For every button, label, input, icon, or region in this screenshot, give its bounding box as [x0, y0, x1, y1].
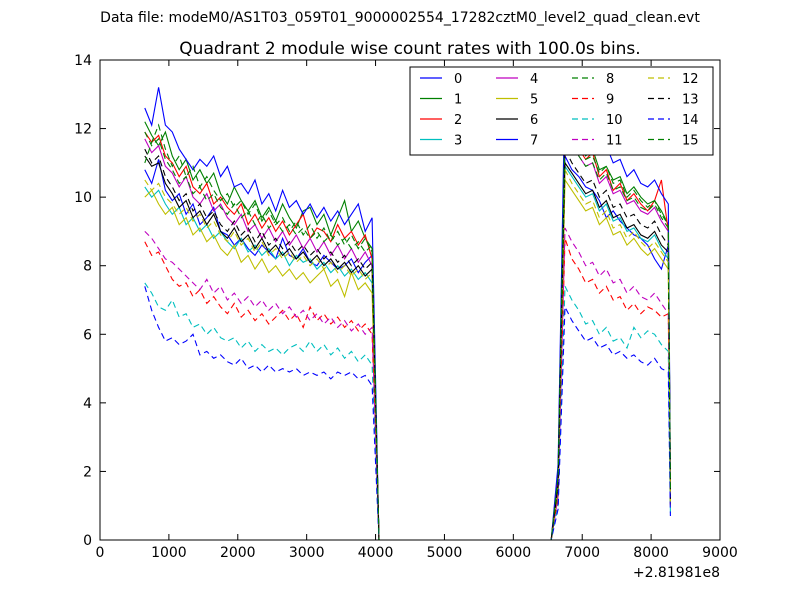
legend-entry-6: 6 — [496, 113, 538, 128]
x-tick-label: 2000 — [220, 545, 256, 561]
legend-entry-2: 2 — [420, 113, 462, 128]
x-offset-label: +2.81981e8 — [633, 565, 720, 581]
legend-label: 5 — [530, 93, 538, 108]
x-tick-label: 7000 — [564, 545, 600, 561]
y-tick-label: 6 — [83, 327, 92, 343]
x-tick-label: 1000 — [151, 545, 187, 561]
y-tick-label: 4 — [83, 396, 92, 412]
x-tick-label: 0 — [96, 545, 105, 561]
legend-entry-13: 13 — [648, 93, 699, 108]
series-line-14 — [144, 286, 671, 541]
legend-entry-10: 10 — [572, 113, 623, 128]
legend-entry-5: 5 — [496, 93, 538, 108]
y-tick-label: 10 — [74, 190, 92, 206]
legend-entry-9: 9 — [572, 93, 614, 108]
x-tick-label: 8000 — [633, 545, 669, 561]
y-tick-label: 8 — [83, 259, 92, 275]
legend-label: 7 — [530, 134, 538, 149]
series-line-8 — [144, 118, 671, 541]
x-tick-label: 9000 — [702, 545, 738, 561]
page-title: Data file: modeM0/AS1T03_059T01_90000025… — [100, 10, 700, 26]
y-tick-label: 0 — [83, 533, 92, 549]
x-tick-label: 3000 — [289, 545, 325, 561]
series-line-1 — [144, 111, 671, 541]
series-line-13 — [144, 148, 671, 541]
legend-label: 13 — [682, 93, 699, 108]
series-line-9 — [144, 238, 671, 541]
x-tick-label: 5000 — [427, 545, 463, 561]
legend-entry-11: 11 — [572, 134, 623, 149]
chart-title: Quadrant 2 module wise count rates with … — [179, 39, 640, 59]
x-tick-label: 4000 — [358, 545, 394, 561]
series-line-12 — [144, 169, 671, 541]
x-tick-label: 6000 — [496, 545, 532, 561]
legend-entry-7: 7 — [496, 134, 538, 149]
legend-entry-8: 8 — [572, 72, 614, 87]
legend-label: 14 — [682, 113, 699, 128]
legend-label: 10 — [606, 113, 623, 128]
y-tick-label: 2 — [83, 464, 92, 480]
series-line-10 — [144, 282, 671, 541]
legend-label: 6 — [530, 113, 538, 128]
legend-label: 9 — [606, 93, 614, 108]
legend-label: 3 — [454, 134, 462, 149]
series-line-11 — [144, 227, 671, 541]
legend-label: 4 — [530, 72, 538, 87]
plot-frame — [99, 59, 721, 541]
legend-entry-3: 3 — [420, 134, 462, 149]
series-line-15 — [144, 131, 671, 541]
legend-entry-14: 14 — [648, 113, 699, 128]
legend-entry-0: 0 — [420, 72, 462, 87]
legend-label: 0 — [454, 72, 462, 87]
y-tick-label: 14 — [74, 53, 92, 69]
legend-label: 1 — [454, 93, 462, 108]
legend-entry-15: 15 — [648, 134, 699, 149]
series-line-0 — [144, 155, 671, 541]
legend-entry-4: 4 — [496, 72, 538, 87]
axes-layer: 0 1000 2000 3000 4000 5000 6000 7000 8000 9000 0 2 4… — [74, 53, 738, 581]
legend-box — [409, 66, 714, 156]
legend-label: 11 — [606, 134, 623, 149]
legend-entry-12: 12 — [648, 72, 699, 87]
legend-label: 15 — [682, 134, 699, 149]
legend-label: 8 — [606, 72, 614, 87]
series-line-3 — [144, 164, 671, 541]
legend-entry-1: 1 — [420, 93, 462, 108]
legend-label: 2 — [454, 113, 462, 128]
legend-label: 12 — [682, 72, 699, 87]
y-tick-label: 12 — [74, 122, 92, 138]
series-line-6 — [144, 155, 671, 541]
